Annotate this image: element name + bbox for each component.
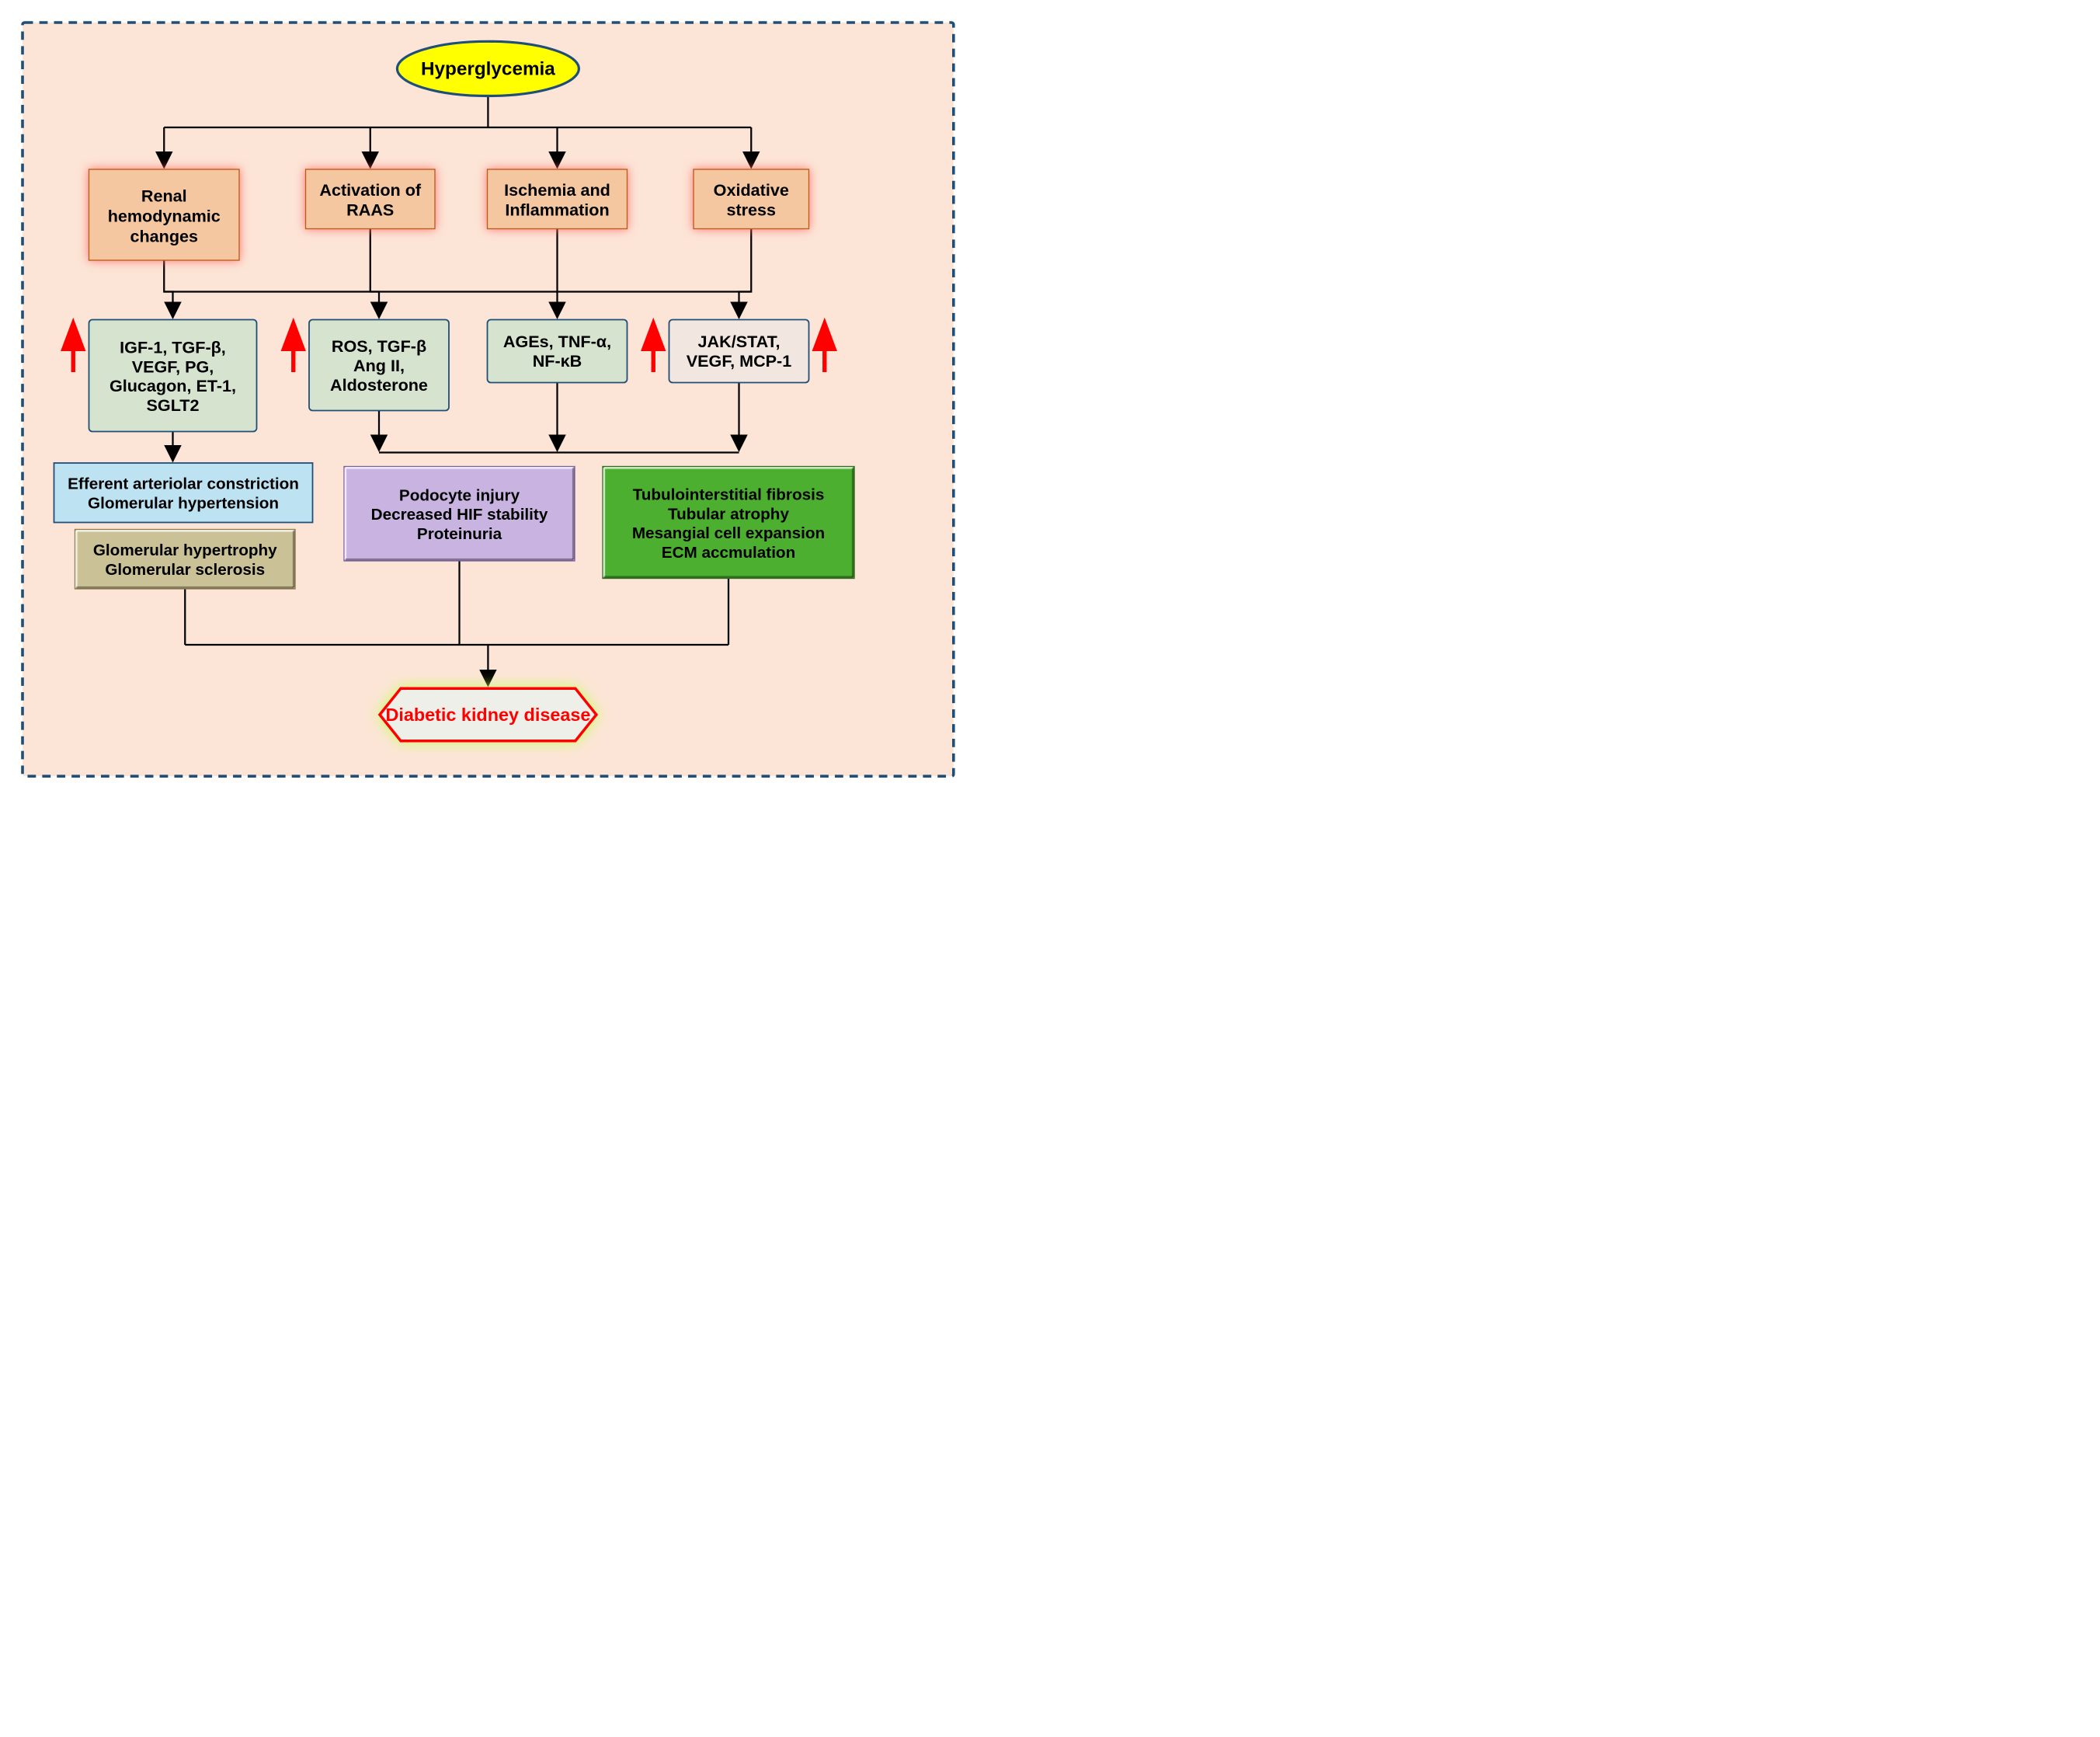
label-text: Glomerular hypertrophyGlomerular scleros…	[93, 541, 277, 579]
l4-box-glomerular: Glomerular hypertrophyGlomerular scleros…	[75, 530, 296, 590]
l3-box-igf: IGF-1, TGF-β,VEGF, PG,Glucagon, ET-1,SGL…	[89, 320, 257, 432]
final-label: Diabetic kidney disease	[385, 705, 590, 725]
l2-box-oxidative: Oxidativestress	[694, 169, 809, 229]
l3-box-jak: JAK/STAT,VEGF, MCP-1	[669, 320, 809, 383]
diagram-svg: Hyperglycemia Renalhemodynamicchanges Acti…	[16, 16, 961, 783]
l3-box-ages: AGEs, TNF-α,NF-κB	[488, 320, 628, 383]
l2-box-raas: Activation ofRAAS	[306, 169, 436, 229]
label-text: JAK/STAT,VEGF, MCP-1	[687, 332, 791, 371]
l2-box-ischemia: Ischemia andInflammation	[488, 169, 628, 229]
label-text: Efferent arteriolar constrictionGlomerul…	[68, 475, 299, 512]
hyperglycemia-label: Hyperglycemia	[421, 59, 555, 80]
label-text: Ischemia andInflammation	[504, 180, 610, 220]
l4-box-efferent: Efferent arteriolar constrictionGlomerul…	[54, 463, 313, 523]
l4-box-tubulo: Tubulointerstitial fibrosisTubular atrop…	[603, 467, 854, 579]
diagram-canvas: Hyperglycemia Renalhemodynamicchanges Acti…	[16, 16, 947, 783]
l3-box-ros: ROS, TGF-βAng II,Aldosterone	[309, 320, 449, 411]
l2-box-renal: Renalhemodynamicchanges	[89, 169, 240, 260]
l4-box-podocyte: Podocyte injuryDecreased HIF stabilityPr…	[344, 467, 575, 562]
